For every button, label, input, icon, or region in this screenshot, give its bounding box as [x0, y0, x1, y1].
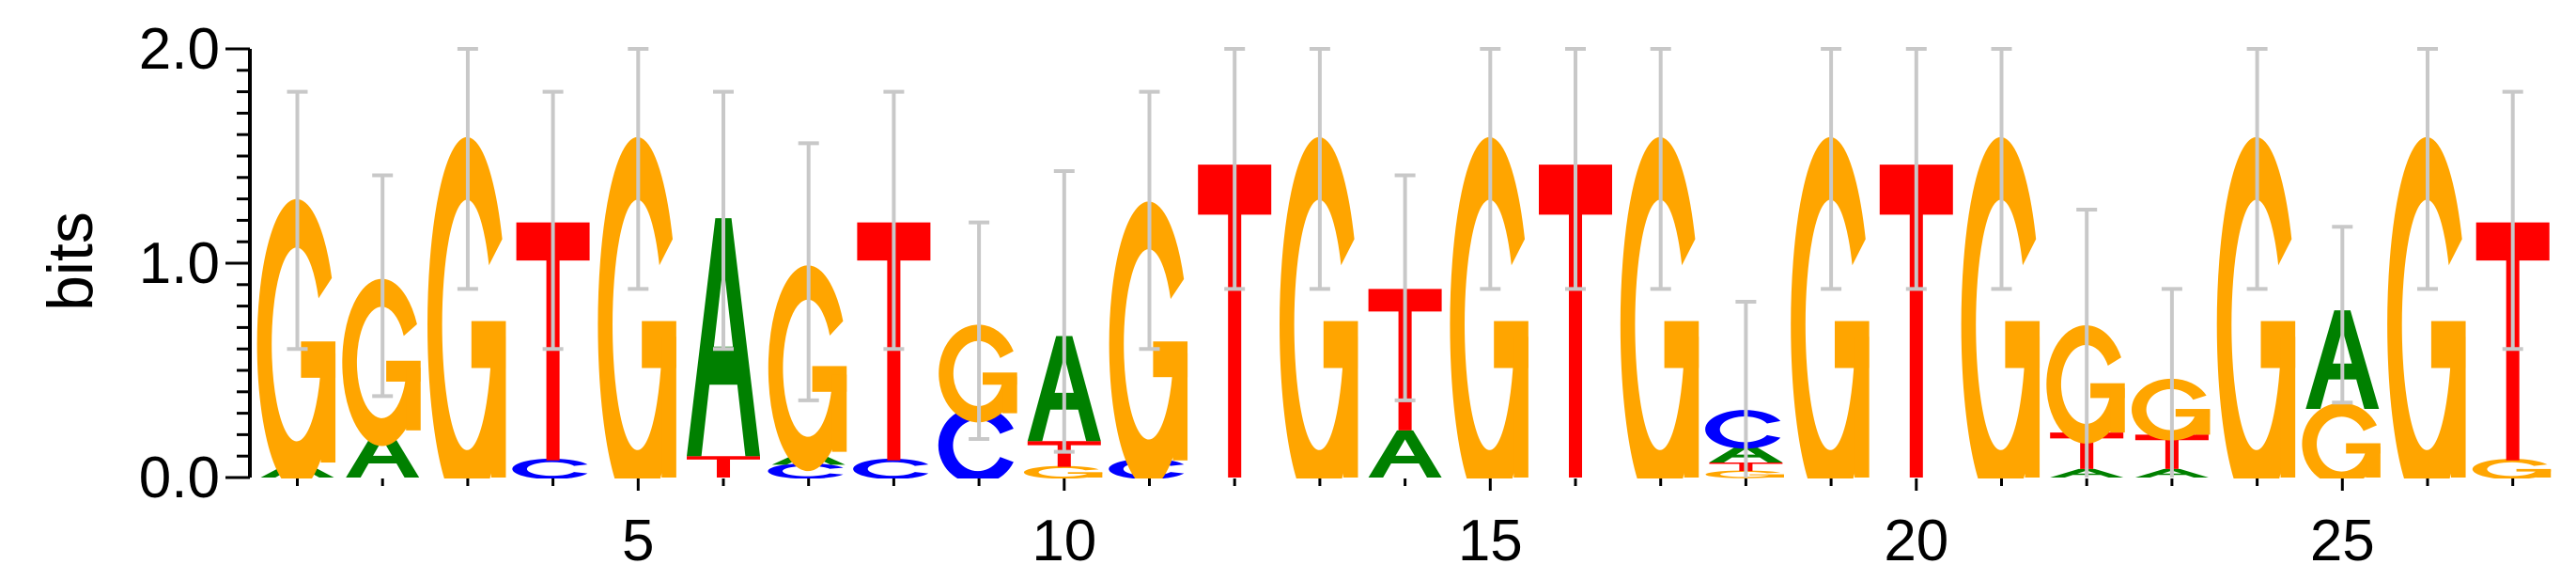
error-bar [1821, 47, 1842, 291]
error-bar [372, 173, 394, 399]
letter-G [342, 278, 421, 447]
error-bar [1480, 47, 1501, 291]
error-bar [883, 89, 905, 352]
x-tick-label: 15 [1458, 509, 1523, 573]
error-bar [1309, 47, 1330, 291]
error-bar [798, 141, 819, 402]
error-bar [1735, 300, 1757, 478]
letter-A [1368, 430, 1442, 478]
logo-column [2216, 136, 2296, 478]
logo-column [256, 198, 336, 478]
x-axis: 5 10 15 20 25 [296, 478, 2515, 573]
logo-column [938, 324, 1017, 478]
logo-column [342, 278, 421, 478]
error-bar [287, 89, 308, 352]
letter-G [768, 265, 847, 472]
letter-G [2046, 325, 2125, 444]
logo-column [1620, 136, 1699, 478]
letter-C [853, 458, 929, 478]
error-bar [2417, 47, 2438, 291]
logo-column [1879, 165, 1953, 478]
letter-G [2216, 136, 2296, 478]
error-bar [969, 220, 990, 441]
letter-T [687, 456, 760, 478]
letter-T [1539, 165, 1612, 478]
error-bar [1905, 47, 1927, 291]
error-bar [1139, 89, 1160, 352]
logo-column [1539, 165, 1612, 478]
logo-column [1198, 165, 1272, 478]
letter-C [512, 458, 588, 478]
letter-T [1027, 441, 1101, 467]
letter-G [2387, 136, 2466, 478]
error-bar [628, 47, 649, 291]
letter-G [1024, 465, 1103, 478]
letter-G [1450, 136, 1529, 478]
letter-G [2132, 378, 2211, 441]
logo-column [1024, 336, 1103, 478]
letter-G [2472, 459, 2552, 478]
y-axis: 0.0 1.0 2.0 [139, 17, 250, 510]
logo-column [1450, 136, 1529, 478]
letter-G [939, 324, 1017, 423]
error-bar [1991, 47, 2012, 291]
logo-column [768, 265, 847, 478]
error-bar [2246, 47, 2268, 291]
letter-C [938, 406, 1014, 478]
letter-G [427, 136, 506, 478]
letter-A [346, 430, 420, 478]
error-bar [2502, 89, 2523, 352]
logo-column [687, 218, 760, 478]
error-bar [1394, 173, 1416, 402]
letter-G [2302, 402, 2381, 478]
x-tick-label: 10 [1032, 509, 1096, 573]
letter-G [597, 136, 676, 478]
letter-C [1705, 410, 1781, 449]
error-bar [457, 47, 478, 291]
letter-T [1198, 165, 1272, 478]
error-bar [1053, 168, 1075, 454]
letter-G [1280, 136, 1358, 478]
error-bar [542, 89, 564, 352]
letter-T [1879, 165, 1953, 478]
error-bar [2161, 287, 2182, 478]
y-tick-label: 2.0 [139, 17, 220, 82]
logo-column [2302, 310, 2381, 478]
x-tick-label: 20 [1884, 509, 1948, 573]
x-tick-label: 5 [622, 509, 654, 573]
letter-G [1961, 136, 2041, 478]
letter-A [2305, 310, 2380, 410]
error-bar [2076, 208, 2098, 478]
y-tick-label: 0.0 [139, 446, 220, 510]
error-bar [1565, 47, 1586, 291]
logo-column [1791, 136, 1870, 478]
error-bar [713, 89, 734, 352]
letter-G [1791, 136, 1870, 478]
letter-A [1709, 445, 1783, 463]
letter-A [2050, 468, 2124, 478]
error-bars [287, 47, 2523, 478]
error-bar [1224, 47, 1246, 291]
error-bar [1650, 47, 1671, 291]
logo-column [1280, 136, 1358, 478]
y-axis-label: bits [35, 212, 106, 311]
letter-G [1705, 470, 1784, 478]
letter-A [687, 218, 760, 457]
letter-A [1027, 336, 1101, 442]
letter-G [1620, 136, 1699, 478]
logo-column [427, 136, 506, 478]
logo-column [597, 136, 676, 478]
letter-A [2134, 468, 2209, 478]
letter-G [256, 198, 336, 478]
logo-column [1109, 201, 1188, 478]
x-tick-label: 25 [2310, 509, 2375, 573]
error-bar [2332, 225, 2353, 405]
letter-A [771, 451, 846, 465]
y-tick-label: 1.0 [139, 231, 220, 296]
logo-column [1961, 136, 2041, 478]
letter-G [1109, 201, 1188, 478]
logo-column [2387, 136, 2466, 478]
